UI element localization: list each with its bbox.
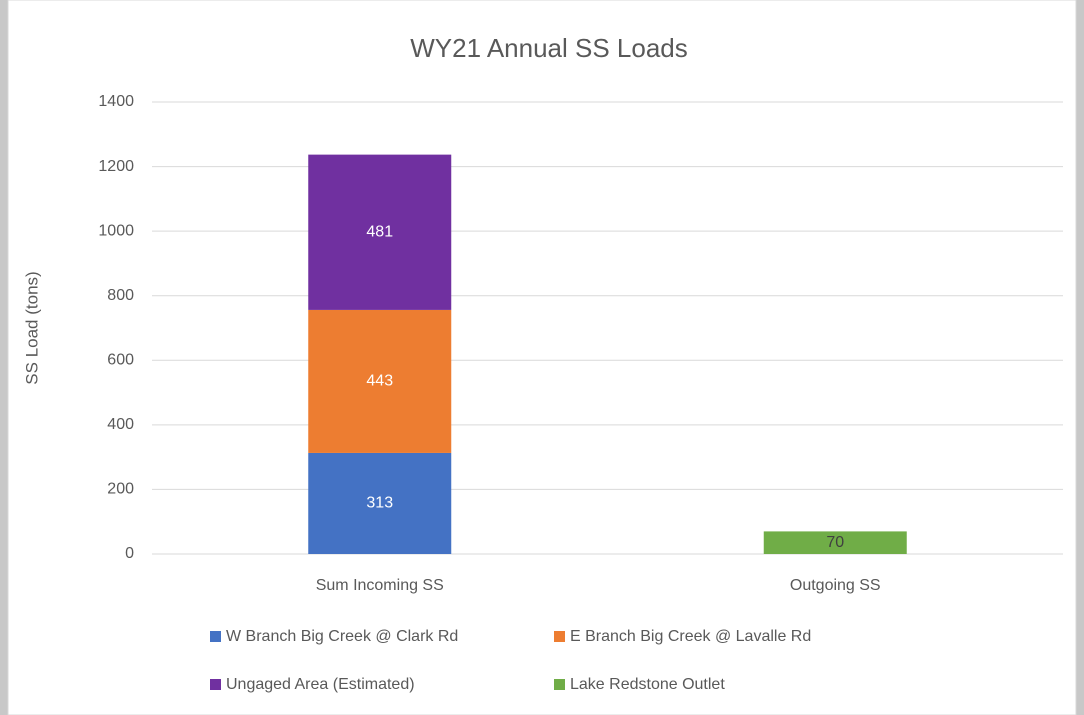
y-axis-label: SS Load (tons) (22, 271, 41, 384)
chart-area (7, 0, 1077, 715)
legend-swatch (554, 631, 565, 642)
y-tick-label: 600 (107, 352, 134, 369)
legend-label: W Branch Big Creek @ Clark Rd (226, 628, 458, 645)
bar-segment (308, 309, 452, 453)
y-tick-label: 1200 (98, 158, 134, 175)
legend-swatch (210, 679, 221, 690)
data-label: 70 (826, 534, 844, 551)
chart-title: WY21 Annual SS Loads (410, 33, 688, 63)
legend-label: Lake Redstone Outlet (570, 676, 725, 693)
data-label: 481 (366, 223, 393, 240)
y-tick-label: 800 (107, 287, 134, 304)
bar-segment (308, 452, 452, 554)
x-tick-label: Sum Incoming SS (316, 577, 444, 594)
bar-segment (763, 531, 907, 554)
x-tick-label: Outgoing SS (790, 577, 881, 594)
data-label: 313 (366, 495, 393, 512)
legend-label: Ungaged Area (Estimated) (226, 676, 415, 693)
y-tick-label: 200 (107, 481, 134, 498)
y-tick-label: 1400 (98, 93, 134, 110)
legend-swatch (210, 631, 221, 642)
legend-label: E Branch Big Creek @ Lavalle Rd (570, 628, 811, 645)
bar-segment (308, 154, 452, 310)
data-label: 443 (366, 373, 393, 390)
y-tick-label: 1000 (98, 222, 134, 239)
legend-swatch (554, 679, 565, 690)
y-tick-label: 0 (125, 545, 134, 562)
y-tick-label: 400 (107, 416, 134, 433)
